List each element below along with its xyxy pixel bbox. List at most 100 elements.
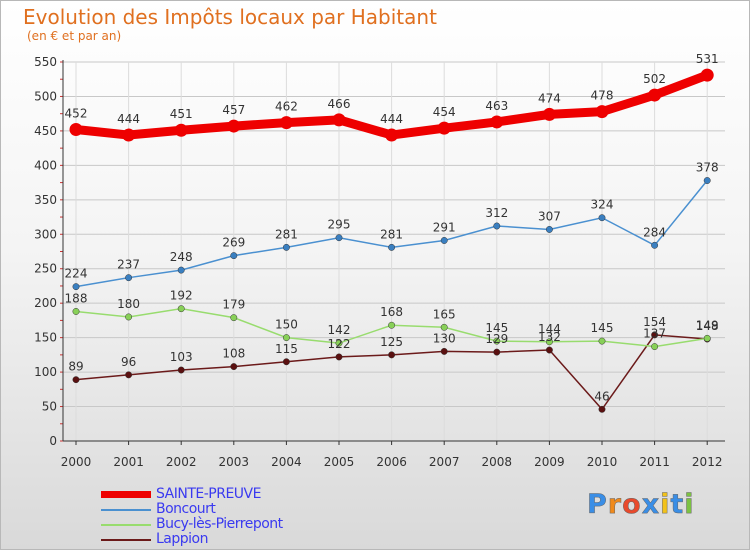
data-label-sainte-preuve: 451 (170, 107, 193, 121)
chart-title: Evolution des Impôts locaux par Habitant (23, 5, 437, 29)
y-tick-label: 50 (42, 400, 57, 414)
data-point-lappion (388, 351, 396, 359)
legend-label-boncourt: Boncourt (156, 501, 216, 517)
x-tick-label: 2003 (219, 455, 250, 469)
data-point-boncourt (388, 243, 396, 251)
data-label-bucy-l-s-pierrepont: 192 (170, 289, 193, 303)
data-label-sainte-preuve: 531 (696, 52, 719, 66)
data-label-lappion: 125 (380, 335, 403, 349)
proxiti-logo: Proxiti (587, 489, 695, 521)
data-point-sainte-preuve (174, 123, 188, 137)
data-label-lappion: 122 (328, 337, 351, 351)
data-point-sainte-preuve (700, 68, 714, 82)
data-label-sainte-preuve: 466 (328, 97, 351, 111)
logo-letter: t (670, 489, 685, 521)
data-point-bucy-l-s-pierrepont (72, 308, 80, 315)
logo-letter: P (587, 489, 608, 521)
legend-swatch-boncourt (101, 509, 151, 511)
data-label-bucy-l-s-pierrepont: 150 (275, 318, 298, 332)
data-label-bucy-l-s-pierrepont: 144 (538, 322, 561, 336)
data-label-sainte-preuve: 444 (380, 112, 403, 126)
legend-label-sainte-preuve: SAINTE-PREUVE (156, 486, 261, 502)
data-point-lappion (230, 363, 238, 371)
data-point-lappion (651, 331, 659, 339)
x-tick-label: 2012 (692, 455, 723, 469)
data-label-lappion: 129 (485, 332, 508, 346)
data-label-boncourt: 281 (275, 227, 298, 241)
y-tick-label: 400 (34, 158, 57, 172)
data-point-bucy-l-s-pierrepont (493, 337, 501, 345)
data-point-boncourt (651, 241, 659, 249)
x-tick-label: 2010 (587, 455, 618, 469)
data-point-boncourt (440, 237, 448, 244)
x-tick-label: 2009 (534, 455, 565, 469)
data-point-sainte-preuve (332, 113, 346, 127)
x-tick-label: 2007 (429, 455, 460, 469)
data-label-bucy-l-s-pierrepont: 188 (65, 291, 88, 305)
x-tick-label: 2001 (113, 455, 144, 469)
data-point-sainte-preuve (69, 123, 83, 137)
y-tick-label: 450 (34, 124, 57, 138)
data-label-sainte-preuve: 463 (485, 99, 508, 113)
data-label-bucy-l-s-pierrepont: 145 (485, 321, 508, 335)
data-label-lappion: 148 (696, 319, 719, 333)
y-tick-label: 250 (34, 262, 57, 276)
x-tick-label: 2000 (61, 455, 92, 469)
data-point-boncourt (598, 214, 606, 222)
data-label-sainte-preuve: 452 (65, 107, 88, 121)
data-point-lappion (125, 371, 133, 379)
data-point-bucy-l-s-pierrepont (440, 323, 448, 331)
chart-subtitle: (en € et par an) (27, 29, 122, 43)
data-label-boncourt: 224 (65, 267, 88, 281)
data-point-bucy-l-s-pierrepont (125, 313, 133, 321)
data-point-bucy-l-s-pierrepont (703, 334, 711, 342)
data-label-boncourt: 324 (591, 198, 614, 212)
data-point-bucy-l-s-pierrepont (598, 337, 606, 345)
data-label-bucy-l-s-pierrepont: 168 (380, 305, 403, 319)
data-point-boncourt (177, 266, 185, 274)
data-label-sainte-preuve: 454 (433, 105, 456, 119)
data-point-sainte-preuve (437, 121, 451, 135)
data-label-boncourt: 281 (380, 227, 403, 241)
data-point-boncourt (335, 234, 343, 242)
data-label-bucy-l-s-pierrepont: 145 (591, 321, 614, 335)
x-tick-label: 2002 (166, 455, 197, 469)
logo-letter: o (622, 489, 642, 521)
data-point-sainte-preuve (490, 115, 504, 129)
data-point-bucy-l-s-pierrepont (545, 338, 553, 346)
data-point-bucy-l-s-pierrepont (388, 321, 396, 329)
data-point-sainte-preuve (279, 116, 293, 130)
data-label-lappion: 96 (121, 355, 136, 369)
data-label-boncourt: 284 (643, 225, 666, 239)
data-label-sainte-preuve: 502 (643, 72, 666, 86)
data-label-bucy-l-s-pierrepont: 137 (643, 327, 666, 341)
data-point-boncourt (493, 222, 501, 230)
data-label-boncourt: 307 (538, 209, 561, 223)
x-tick-label: 2008 (482, 455, 513, 469)
data-point-sainte-preuve (595, 105, 609, 119)
data-label-sainte-preuve: 462 (275, 100, 298, 114)
data-label-lappion: 115 (275, 342, 298, 356)
data-point-lappion (493, 348, 501, 356)
data-label-boncourt: 269 (222, 236, 245, 250)
data-point-lappion (282, 358, 290, 366)
data-point-boncourt (230, 252, 238, 260)
data-point-boncourt (703, 177, 711, 184)
data-label-bucy-l-s-pierrepont: 165 (433, 307, 456, 321)
data-point-boncourt (125, 274, 133, 282)
legend-label-lappion: Lappion (156, 531, 208, 547)
y-tick-label: 100 (34, 365, 57, 379)
x-tick-label: 2004 (271, 455, 302, 469)
data-label-bucy-l-s-pierrepont: 142 (328, 323, 351, 337)
data-label-lappion: 130 (433, 331, 456, 345)
legend-swatch-bucy (101, 524, 151, 526)
x-tick-label: 2006 (376, 455, 407, 469)
data-point-bucy-l-s-pierrepont (177, 305, 185, 313)
data-label-boncourt: 295 (328, 218, 351, 232)
y-tick-label: 0 (49, 434, 57, 448)
data-point-boncourt (72, 283, 80, 291)
data-point-sainte-preuve (648, 88, 662, 102)
data-point-lappion (440, 347, 448, 355)
